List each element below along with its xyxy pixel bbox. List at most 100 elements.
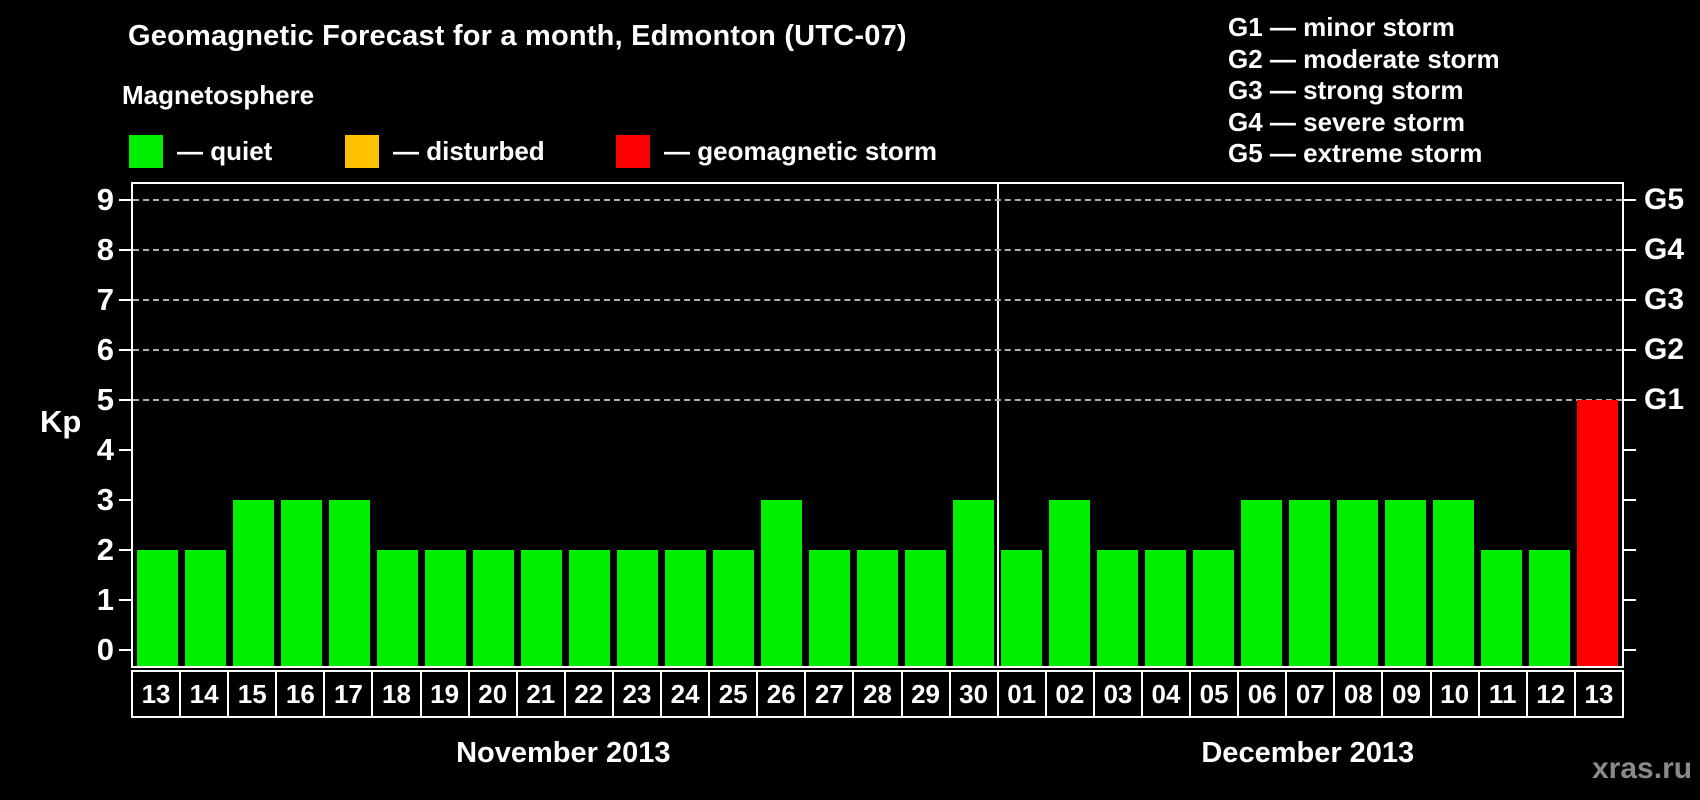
g-scale-legend: G1 — minor storm G2 — moderate storm G3 … <box>1228 12 1500 170</box>
left-axis-tick-kp4 <box>119 449 131 451</box>
kp-bar-day-28 <box>857 550 898 666</box>
right-axis-tick-kp2 <box>1624 549 1636 551</box>
right-axis-tick-kp7 <box>1624 299 1636 301</box>
day-cell: 29 <box>900 670 951 718</box>
day-cell: 02 <box>1044 670 1095 718</box>
left-axis-tick-kp1 <box>119 599 131 601</box>
legend-label-quiet: — quiet <box>177 135 273 166</box>
day-cell: 15 <box>227 670 278 718</box>
g-legend-line-g2: G2 — moderate storm <box>1228 43 1500 74</box>
kp-bar-day-01 <box>1001 550 1043 666</box>
y-tick-label-4: 4 <box>96 432 114 467</box>
left-axis-tick-kp7 <box>119 299 131 301</box>
plot-area <box>131 182 1624 668</box>
right-axis-label-g2: G2 <box>1644 333 1685 366</box>
legend-item-disturbed: — disturbed <box>345 134 545 168</box>
right-axis-tick-kp9 <box>1624 199 1636 201</box>
kp-bar-day-09 <box>1385 500 1427 666</box>
day-cell: 09 <box>1381 670 1432 718</box>
g-legend-line-g4: G4 — severe storm <box>1228 106 1466 137</box>
g-legend-line-g5: G5 — extreme storm <box>1228 138 1483 168</box>
day-cell: 08 <box>1333 670 1384 718</box>
right-axis-tick-kp6 <box>1624 349 1636 351</box>
day-cell: 26 <box>756 670 807 718</box>
day-cell: 16 <box>275 670 326 718</box>
x-axis-day-labels: 13 14 15 16 17 18 19 20 21 22 23 24 25 26 27 28 29 30 01 02… <box>131 670 1624 718</box>
watermark: xras.ru <box>1592 752 1693 785</box>
y-tick-label-1: 1 <box>96 582 114 617</box>
kp-bar-day-19 <box>424 550 466 666</box>
right-axis-tick-kp1 <box>1624 599 1636 601</box>
right-axis-label-g4: G4 <box>1644 233 1685 266</box>
day-cell: 23 <box>611 670 663 718</box>
kp-bar-day-20 <box>472 550 514 666</box>
y-tick-label-3: 3 <box>96 482 114 517</box>
y-tick-label-0: 0 <box>96 632 114 667</box>
kp-bar-day-11 <box>1481 550 1523 666</box>
day-cell: 21 <box>515 670 566 718</box>
gridline-kp6 <box>133 349 1622 351</box>
gridline-kp7 <box>133 299 1622 301</box>
right-axis-tick-kp3 <box>1624 499 1636 501</box>
y-tick-label-6: 6 <box>96 332 114 367</box>
kp-bar-day-26 <box>760 500 802 666</box>
gridline-kp8 <box>133 249 1622 251</box>
kp-bar-day-13 <box>136 550 178 666</box>
day-cell: 13 <box>1573 670 1624 718</box>
y-axis-title: Kp <box>40 404 82 439</box>
kp-bar-day-04 <box>1145 550 1187 666</box>
month-label-0: November 2013 <box>456 737 671 769</box>
day-cell: 24 <box>660 670 711 718</box>
y-tick-label-8: 8 <box>96 232 114 267</box>
kp-bar-day-07 <box>1289 500 1331 666</box>
kp-bar-day-06 <box>1241 500 1283 666</box>
kp-bar-day-02 <box>1049 500 1091 666</box>
kp-bar-day-27 <box>808 550 850 666</box>
day-cell: 11 <box>1477 670 1528 718</box>
left-axis-tick-kp0 <box>119 649 131 651</box>
left-axis-tick-kp3 <box>119 499 131 501</box>
day-cell: 05 <box>1189 670 1240 718</box>
legend-item-storm: — geomagnetic storm <box>616 134 937 168</box>
kp-bar-day-14 <box>184 550 226 666</box>
y-tick-label-7: 7 <box>96 282 114 317</box>
day-cell: 22 <box>563 670 614 718</box>
day-cell: 28 <box>852 670 903 718</box>
right-axis-tick-kp5 <box>1624 399 1636 401</box>
left-axis-tick-kp9 <box>119 199 131 201</box>
legend-group-title: Magnetosphere <box>122 80 315 110</box>
quiet-color-swatch <box>129 134 163 168</box>
day-cell: 27 <box>804 670 855 718</box>
month-label-1: December 2013 <box>1201 737 1415 769</box>
kp-bar-day-24 <box>664 550 706 666</box>
left-axis-tick-kp8 <box>119 249 131 251</box>
kp-bar-day-22 <box>568 550 610 666</box>
legend-label-disturbed: — disturbed <box>393 135 545 166</box>
day-cell: 01 <box>996 670 1047 718</box>
day-cell: 30 <box>948 670 999 718</box>
kp-bar-day-30 <box>953 500 995 666</box>
y-tick-label-9: 9 <box>96 182 114 217</box>
left-axis-tick-kp2 <box>119 549 131 551</box>
day-cell: 12 <box>1525 670 1576 718</box>
right-axis-tick-kp4 <box>1624 449 1636 451</box>
disturbed-color-swatch <box>345 134 379 168</box>
day-cell: 17 <box>323 670 374 718</box>
legend-label-storm: — geomagnetic storm <box>664 135 938 166</box>
day-cell: 06 <box>1237 670 1288 718</box>
day-cell: 13 <box>131 670 182 718</box>
gridline-kp9 <box>133 199 1622 201</box>
right-axis-label-g5: G5 <box>1644 183 1685 216</box>
day-cell: 10 <box>1429 670 1480 718</box>
kp-bar-day-10 <box>1433 500 1475 666</box>
day-cell: 25 <box>708 670 759 718</box>
y-tick-label-2: 2 <box>96 532 114 567</box>
right-axis-label-g1: G1 <box>1644 383 1685 416</box>
y-tick-label-5: 5 <box>96 382 114 417</box>
kp-bar-day-23 <box>616 550 658 666</box>
chart-title: Geomagnetic Forecast for a month, Edmont… <box>128 20 907 52</box>
kp-bar-day-03 <box>1097 550 1139 666</box>
legend-item-quiet: — quiet <box>129 134 272 168</box>
day-cell: 04 <box>1140 670 1192 718</box>
